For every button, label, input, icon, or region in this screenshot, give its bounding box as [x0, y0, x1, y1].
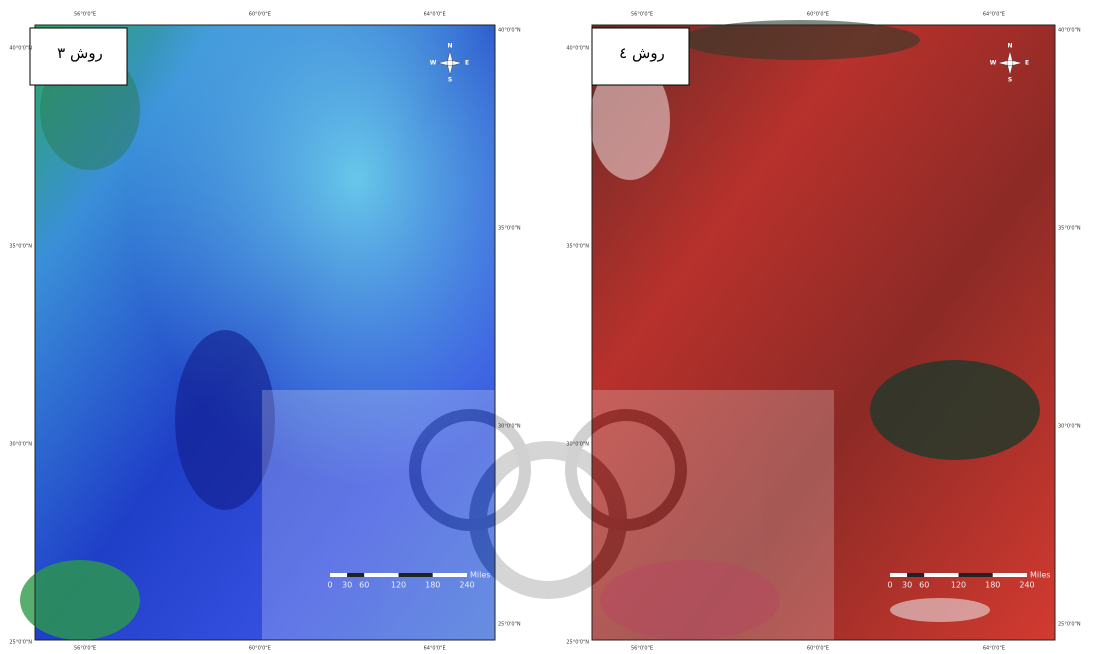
compass-e: E [465, 60, 469, 67]
scale-label: 240 [1019, 581, 1034, 590]
scale-segment [890, 573, 908, 577]
compass-s: S [1008, 77, 1012, 84]
compass-rose [997, 50, 1023, 76]
lon-label: 64°0'0"E [983, 646, 1005, 652]
panel-title: روش ۳ [57, 44, 103, 62]
lat-label: 30°0'0"N [498, 424, 521, 430]
lon-label: 60°0'0"E [249, 646, 271, 652]
lat-label: 25°0'0"N [566, 640, 589, 646]
lon-label: 56°0'0"E [631, 12, 653, 18]
lat-label: 30°0'0"N [9, 442, 32, 448]
compass-n: N [447, 43, 452, 50]
scale-segment [992, 573, 1027, 577]
title-box [591, 27, 690, 86]
lat-label: 35°0'0"N [1058, 226, 1081, 232]
title-box [29, 27, 128, 86]
lat-label: 40°0'0"N [9, 46, 32, 52]
annotations: روش ۳ 56°0'0"E 56°0'0"E 60°0'0"E 60°0'0"E 64°… [9, 12, 1081, 652]
lat-label: 25°0'0"N [9, 640, 32, 646]
lon-label: 56°0'0"E [74, 12, 96, 18]
scale-label: 120 [391, 581, 406, 590]
watermark [262, 390, 834, 640]
lat-label: 35°0'0"N [566, 244, 589, 250]
scale-segment [907, 573, 925, 577]
scale-segment [398, 573, 433, 577]
lat-label: 40°0'0"N [498, 28, 521, 34]
scale-segment [347, 573, 365, 577]
lat-label: 30°0'0"N [566, 442, 589, 448]
scale-label: 0 [327, 581, 332, 590]
scale-segment [924, 573, 959, 577]
lat-label: 30°0'0"N [1058, 424, 1081, 430]
lat-label: 35°0'0"N [498, 226, 521, 232]
scale-unit: Miles [470, 571, 490, 580]
lon-label: 64°0'0"E [424, 12, 446, 18]
compass-w: W [430, 60, 437, 67]
scale-label: 30 [902, 581, 912, 590]
lon-label: 60°0'0"E [807, 646, 829, 652]
lat-label: 35°0'0"N [9, 244, 32, 250]
lon-label: 64°0'0"E [983, 12, 1005, 18]
scale-segment [432, 573, 467, 577]
lat-label: 40°0'0"N [566, 46, 589, 52]
compass-w: W [990, 60, 997, 67]
lat-label: 25°0'0"N [498, 622, 521, 628]
compass-s: S [448, 77, 452, 84]
lat-label: 25°0'0"N [1058, 622, 1081, 628]
scale-unit: Miles [1030, 571, 1050, 580]
scale-segment [958, 573, 993, 577]
scale-label: 180 [425, 581, 440, 590]
scale-label: 30 [342, 581, 352, 590]
compass-e: E [1025, 60, 1029, 67]
lat-label: 40°0'0"N [1058, 28, 1081, 34]
panel-title: روش ٤ [619, 44, 665, 62]
scale-segment [364, 573, 399, 577]
lon-label: 56°0'0"E [74, 646, 96, 652]
scale-label: 240 [459, 581, 474, 590]
scale-label: 0 [887, 581, 892, 590]
scale-label: 60 [919, 581, 929, 590]
lon-label: 60°0'0"E [249, 12, 271, 18]
lon-label: 64°0'0"E [424, 646, 446, 652]
scale-segment [330, 573, 348, 577]
lon-label: 60°0'0"E [807, 12, 829, 18]
map-frame [34, 24, 496, 641]
compass-rose [437, 50, 463, 76]
scale-label: 60 [359, 581, 369, 590]
scale-label: 180 [985, 581, 1000, 590]
lon-label: 56°0'0"E [631, 646, 653, 652]
map-frame [591, 24, 1056, 641]
map-image-left [20, 25, 495, 640]
compass-n: N [1007, 43, 1012, 50]
scale-label: 120 [951, 581, 966, 590]
map-image-right [590, 20, 1055, 640]
